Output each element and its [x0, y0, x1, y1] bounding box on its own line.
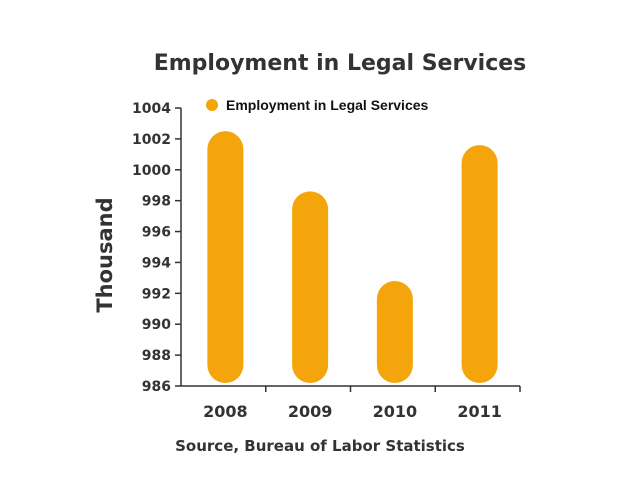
y-axis: 986 988 990 992 994 996 998 1000 1002 1004 — [132, 101, 182, 395]
y-tick-label: 994 — [142, 255, 171, 271]
bar-2008 — [207, 131, 244, 383]
bars — [207, 131, 498, 383]
bar-2011 — [461, 145, 498, 383]
y-tick-label: 1002 — [132, 132, 171, 148]
legend-swatch — [206, 99, 218, 111]
chart-title: Employment in Legal Services — [154, 51, 527, 76]
y-tick-label: 1000 — [132, 163, 171, 179]
x-tick-label-2011: 2011 — [457, 402, 502, 421]
y-tick-label: 992 — [142, 286, 171, 302]
y-tick-label: 986 — [142, 379, 171, 395]
y-axis-label: Thousand — [93, 197, 117, 312]
bar-2010 — [376, 280, 413, 383]
legend-label: Employment in Legal Services — [226, 97, 429, 113]
x-tick-label-2008: 2008 — [203, 402, 248, 421]
bar-2009 — [292, 191, 329, 383]
y-tick-label: 996 — [142, 225, 171, 241]
source-note: Source, Bureau of Labor Statistics — [175, 437, 465, 455]
y-tick-label: 1004 — [132, 101, 171, 117]
y-tick-label: 990 — [142, 317, 171, 333]
x-tick-label-2009: 2009 — [288, 402, 333, 421]
legend: Employment in Legal Services — [206, 97, 429, 113]
y-tick-label: 998 — [142, 194, 171, 210]
x-axis: 2008 2009 2010 2011 — [181, 385, 521, 421]
y-tick-label: 988 — [142, 348, 171, 364]
x-tick-label-2010: 2010 — [373, 402, 418, 421]
